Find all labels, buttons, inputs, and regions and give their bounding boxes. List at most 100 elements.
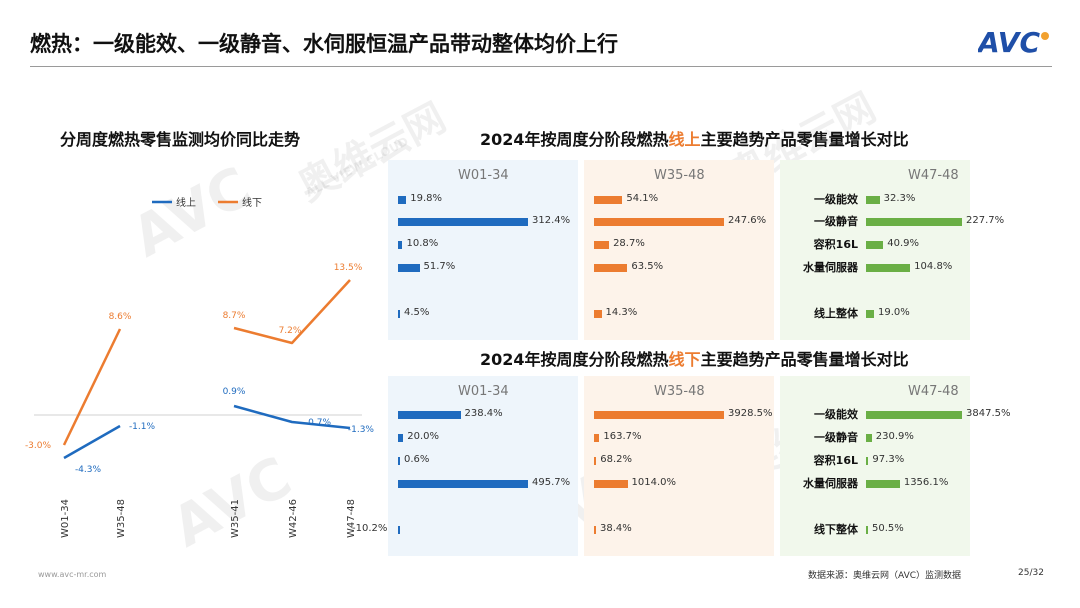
bar-value-label: 10.8% <box>406 238 439 249</box>
x-tick-label: W42-46 <box>288 499 299 538</box>
bar-value-label: 54.1% <box>626 193 659 204</box>
bar-value-label: 247.6% <box>728 215 767 226</box>
bar <box>398 411 461 419</box>
category-label: 水量伺服器 <box>803 261 858 274</box>
x-tick-label: W35-41 <box>230 499 241 538</box>
bar <box>866 310 874 318</box>
bar-panel: W01-34 19.8% 312.4% 10.8% 51.7% 4.5% <box>388 160 578 340</box>
bar-value-label: 20.0% <box>407 431 440 442</box>
bar-panel: W47-48 32.3% 227.7% 40.9% 104.8% 19.0% 一级能效一级静… <box>780 160 1004 340</box>
bar <box>866 196 880 204</box>
bar-value-label: 14.3% <box>605 307 638 318</box>
page-title: 燃热：一级能效、一级静音、水伺服恒温产品带动整体均价上行 <box>30 32 618 56</box>
bar <box>866 457 869 465</box>
panel-header: W35-48 <box>654 384 705 399</box>
bar <box>594 241 610 249</box>
bar-value-label: 238.4% <box>464 408 503 419</box>
bar-value-label: 1356.1% <box>903 477 949 488</box>
bar <box>866 480 900 488</box>
bar-value-label: 3928.5% <box>728 408 773 419</box>
bar <box>594 264 628 272</box>
line-chart-title: 分周度燃热零售监测均价同比走势 <box>60 130 301 149</box>
bar <box>398 196 407 204</box>
legend-label: 线上 <box>176 196 196 209</box>
category-label: 线下整体 <box>814 523 858 536</box>
series-line <box>63 424 121 460</box>
footer-url: www.avc-mr.com <box>38 570 107 579</box>
bar-value-label: 32.3% <box>883 193 916 204</box>
bar <box>594 480 628 488</box>
bar-panel: W01-34 238.4% 20.0% 0.6% 495.7% -10.2% <box>352 376 578 556</box>
series-line <box>62 328 122 446</box>
online-data-label: -0.7% <box>305 418 332 428</box>
bar <box>594 434 600 442</box>
bar-value-label: 3847.5% <box>966 408 1011 419</box>
title-divider <box>30 66 1052 67</box>
bar-value-label: 19.8% <box>410 193 443 204</box>
bar <box>866 411 962 419</box>
bar-value-label: 230.9% <box>875 431 914 442</box>
bar <box>866 218 962 226</box>
bar-value-label: 19.0% <box>878 307 910 318</box>
bar <box>594 196 623 204</box>
category-label: 容积16L <box>813 454 858 467</box>
offline-data-label: 8.6% <box>109 312 132 322</box>
category-label: 线上整体 <box>814 307 858 320</box>
bar-value-label: -10.2% <box>352 523 388 534</box>
bar <box>398 310 400 318</box>
bar <box>398 241 403 249</box>
bar <box>398 526 400 534</box>
panel-header: W01-34 <box>458 168 509 183</box>
category-label: 一级能效 <box>814 193 858 206</box>
online-data-label: 0.9% <box>223 387 246 397</box>
category-label: 一级静音 <box>814 215 858 228</box>
bar <box>866 264 911 272</box>
offline-bar-title: 2024年按周度分阶段燃热线下主要趋势产品零售量增长对比 <box>480 350 909 369</box>
bar-value-label: 312.4% <box>532 215 571 226</box>
bar-value-label: 68.2% <box>600 454 633 465</box>
bar-value-label: 163.7% <box>603 431 642 442</box>
bar <box>398 434 404 442</box>
bar-value-label: 50.5% <box>872 523 904 534</box>
bar-value-label: 0.6% <box>404 454 430 465</box>
offline-data-label: -3.0% <box>25 441 52 451</box>
bar-value-label: 227.7% <box>966 215 1005 226</box>
online-bar-title: 2024年按周度分阶段燃热线上主要趋势产品零售量增长对比 <box>480 130 909 149</box>
bar-panel: W35-48 3928.5% 163.7% 68.2% 1014.0% 38.4% <box>584 376 774 556</box>
x-tick-label: W47-48 <box>346 499 357 538</box>
bar <box>594 457 597 465</box>
panel-header: W35-48 <box>654 168 705 183</box>
online-data-label: -1.3% <box>348 425 375 435</box>
bar <box>594 218 724 226</box>
line-chart: 线上 线下 -3.0% 8.6% 8.7% 7.2% 13.5% -4.3% -1.1% 0.9%… <box>25 196 375 538</box>
offline-data-label: 13.5% <box>334 263 363 273</box>
category-label: 一级静音 <box>814 431 858 444</box>
bar-value-label: 4.5% <box>404 307 430 318</box>
bar <box>398 457 400 465</box>
bar-value-label: 40.9% <box>887 238 920 249</box>
series-line <box>233 279 351 345</box>
bar <box>594 411 724 419</box>
bar <box>866 241 884 249</box>
bar-value-label: 1014.0% <box>631 477 677 488</box>
bar-value-label: 51.7% <box>423 261 456 272</box>
online-data-label: -1.1% <box>129 422 156 432</box>
bar-value-label: 28.7% <box>613 238 645 249</box>
bar-value-label: 97.3% <box>872 454 905 465</box>
panel-header: W47-48 <box>908 168 959 183</box>
svg-text:AVC: AVC <box>978 26 1040 58</box>
bar <box>866 526 868 534</box>
avc-logo-icon: AVC <box>978 26 1049 58</box>
category-label: 水量伺服器 <box>803 477 858 490</box>
bar <box>594 526 596 534</box>
offline-data-label: 8.7% <box>223 311 246 321</box>
category-label: 一级能效 <box>814 408 858 421</box>
x-tick-label: W01-34 <box>60 499 71 538</box>
online-data-label: -4.3% <box>75 465 102 475</box>
category-label: 容积16L <box>813 238 858 251</box>
series-line <box>233 404 351 430</box>
bar-value-label: 104.8% <box>914 261 953 272</box>
footer-source: 数据来源：奥维云网（AVC）监测数据 <box>808 571 962 581</box>
bar-panel: W47-48 3847.5% 230.9% 97.3% 1356.1% 50.5% 一级能效… <box>780 376 1011 556</box>
page-number: 25/32 <box>1018 568 1044 578</box>
